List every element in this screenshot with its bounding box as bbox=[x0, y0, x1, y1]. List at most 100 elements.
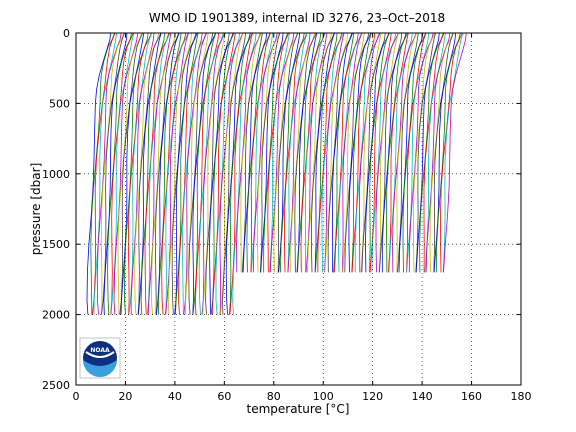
profile-line bbox=[101, 32, 125, 315]
y-axis: 0 500 1000 1500 2000 2500 bbox=[42, 27, 521, 392]
profile-line bbox=[156, 32, 180, 315]
profile-line bbox=[188, 32, 214, 315]
profile-line bbox=[273, 32, 298, 273]
profile-line bbox=[283, 32, 308, 273]
x-axis-label-unit: [°C] bbox=[326, 402, 350, 416]
profile-line bbox=[128, 32, 153, 315]
profile-line bbox=[209, 32, 234, 315]
profile-line bbox=[351, 32, 372, 273]
profile-line bbox=[210, 32, 235, 315]
profile-line bbox=[278, 32, 301, 273]
grid-group bbox=[76, 33, 521, 385]
profile-line bbox=[327, 32, 353, 273]
profile-line bbox=[250, 32, 271, 273]
profile-line bbox=[365, 32, 390, 273]
y-tick-label: 2000 bbox=[42, 309, 70, 322]
profile-line bbox=[117, 32, 143, 315]
profile-line bbox=[165, 32, 189, 315]
profile-line bbox=[171, 32, 197, 315]
profile-line bbox=[167, 32, 192, 315]
profile-line bbox=[290, 32, 316, 273]
x-axis-label-text: temperature bbox=[246, 402, 321, 416]
profile-line bbox=[198, 32, 224, 315]
profile-line bbox=[429, 32, 454, 273]
profile-line bbox=[205, 32, 230, 315]
profile-line bbox=[183, 32, 207, 315]
x-axis: 0 20 40 60 80 100 120 140 160 180 bbox=[73, 33, 532, 403]
profile-line bbox=[181, 32, 207, 315]
profile-line bbox=[220, 32, 244, 315]
x-tick-label: 100 bbox=[313, 390, 334, 403]
profile-line bbox=[86, 32, 111, 315]
profile-line bbox=[236, 32, 261, 273]
profile-line bbox=[140, 32, 165, 315]
profile-line bbox=[324, 32, 345, 273]
profile-line bbox=[212, 32, 236, 315]
axes-frame bbox=[75, 32, 522, 386]
profile-line bbox=[158, 32, 182, 315]
profile-line bbox=[360, 32, 382, 273]
profile-line bbox=[250, 32, 273, 273]
profile-line bbox=[321, 32, 344, 273]
profile-line bbox=[124, 32, 149, 315]
x-axis-label: temperature [°C] bbox=[246, 402, 349, 416]
profile-line bbox=[415, 32, 436, 273]
profile-line bbox=[225, 32, 251, 315]
profile-line bbox=[435, 32, 461, 273]
profile-line bbox=[256, 32, 280, 273]
profile-line bbox=[93, 32, 118, 315]
x-tick-label: 0 bbox=[73, 390, 80, 403]
x-tick-label: 20 bbox=[118, 390, 132, 403]
profile-line bbox=[110, 32, 135, 315]
profile-line bbox=[296, 32, 318, 273]
x-tick-label: 40 bbox=[168, 390, 182, 403]
profile-line bbox=[381, 32, 407, 273]
profile-line bbox=[146, 32, 171, 315]
profile-line bbox=[147, 32, 172, 315]
profile-line bbox=[260, 32, 281, 273]
profile-line bbox=[222, 32, 246, 315]
noaa-logo: NOAA bbox=[79, 337, 121, 379]
profile-line bbox=[443, 32, 467, 273]
profile-line bbox=[113, 32, 138, 315]
profile-line bbox=[342, 32, 363, 273]
profile-line bbox=[90, 32, 115, 315]
profile-line bbox=[185, 32, 209, 315]
profile-line bbox=[287, 32, 308, 273]
profile-line bbox=[92, 32, 116, 315]
profile-line bbox=[134, 32, 160, 315]
profile-line bbox=[175, 32, 199, 315]
profile-line bbox=[424, 32, 446, 273]
profile-line bbox=[442, 32, 464, 273]
y-tick-label: 0 bbox=[63, 27, 70, 40]
x-tick-label: 120 bbox=[362, 390, 383, 403]
y-tick-label: 2500 bbox=[42, 379, 70, 392]
profile-line bbox=[144, 32, 170, 315]
y-axis-label: pressure [dbar] bbox=[29, 163, 43, 256]
profile-line bbox=[201, 32, 226, 315]
profile-line bbox=[178, 32, 203, 315]
profile-line bbox=[314, 32, 335, 273]
profile-line bbox=[192, 32, 217, 315]
x-tick-label: 80 bbox=[267, 390, 281, 403]
profile-line bbox=[317, 32, 343, 273]
chart-title: WMO ID 1901389, internal ID 3276, 23–Oct… bbox=[149, 11, 445, 25]
profile-line bbox=[300, 32, 326, 273]
profile-line bbox=[202, 32, 226, 315]
profile-line bbox=[174, 32, 198, 315]
profile-line bbox=[130, 32, 155, 315]
x-tick-label: 60 bbox=[217, 390, 231, 403]
profile-line bbox=[232, 32, 257, 315]
y-tick-label: 1000 bbox=[42, 168, 70, 181]
x-tick-label: 140 bbox=[412, 390, 433, 403]
profile-line bbox=[392, 32, 417, 273]
profile-line bbox=[138, 32, 162, 315]
x-tick-label: 180 bbox=[511, 390, 532, 403]
y-tick-label: 500 bbox=[49, 97, 70, 110]
profile-line bbox=[120, 32, 145, 315]
profile-line bbox=[119, 32, 143, 315]
profile-line bbox=[215, 32, 241, 315]
profile-line bbox=[96, 32, 122, 315]
